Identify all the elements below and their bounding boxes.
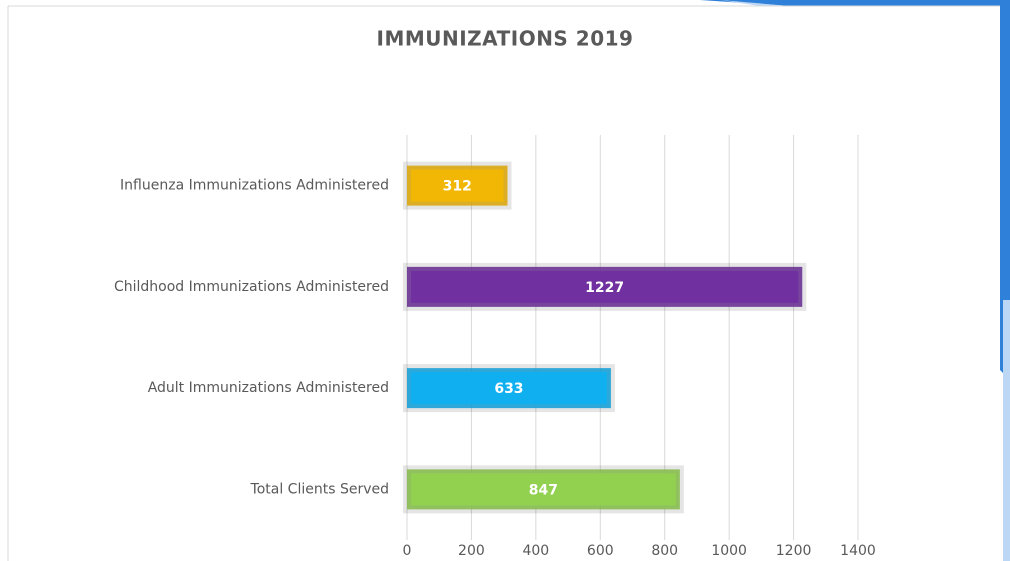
- x-tick-label: 0: [403, 543, 412, 559]
- chart-title: IMMUNIZATIONS 2019: [377, 27, 634, 51]
- x-tick-label: 600: [587, 543, 614, 559]
- y-tick-label: Total Clients Served: [250, 481, 389, 497]
- y-tick-label: Adult Immunizations Administered: [148, 380, 389, 396]
- decoration: [1003, 300, 1010, 561]
- bar: [407, 165, 508, 206]
- bar: [407, 266, 803, 307]
- x-tick-label: 1000: [711, 543, 747, 559]
- data-label: 312: [443, 179, 472, 195]
- y-tick-label: Childhood Immunizations Administered: [114, 279, 389, 295]
- data-label: 633: [494, 381, 523, 397]
- bar: [407, 469, 680, 510]
- data-label: 847: [529, 482, 558, 498]
- decoration: [720, 0, 790, 6]
- y-tick-label: Influenza Immunizations Administered: [120, 178, 389, 194]
- x-tick-label: 200: [458, 543, 485, 559]
- x-tick-label: 800: [651, 543, 678, 559]
- decoration: [700, 0, 1010, 380]
- bar: [407, 368, 611, 409]
- x-tick-label: 1200: [776, 543, 812, 559]
- x-tick-label: 1400: [840, 543, 876, 559]
- data-label: 1227: [585, 280, 624, 296]
- x-tick-label: 400: [522, 543, 549, 559]
